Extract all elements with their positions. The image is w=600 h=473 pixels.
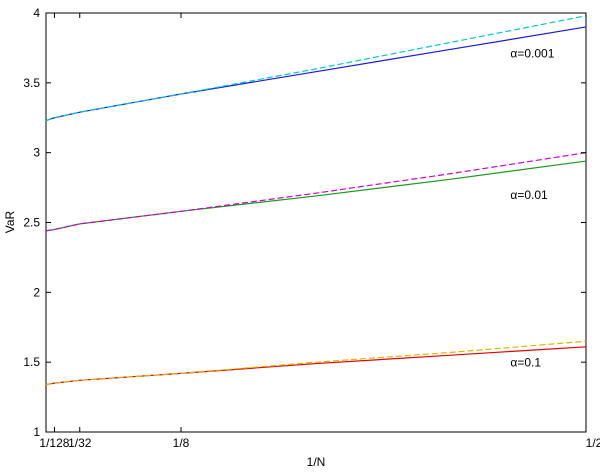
x-tick-label-1: 1/128 xyxy=(39,436,69,450)
plot-area xyxy=(45,12,587,433)
y-tick-label-5: 3 xyxy=(33,146,40,160)
annotation-1: α=0.001 xyxy=(510,47,554,61)
annotation-2: α=0.01 xyxy=(510,188,548,202)
series-layer xyxy=(45,15,587,386)
y-tick-label-4: 2.5 xyxy=(23,216,40,230)
y-axis-label: VaR xyxy=(3,210,17,233)
y-tick-label-2: 1.5 xyxy=(23,355,40,369)
x-tick-label-2: 1/32 xyxy=(68,436,92,450)
series-line-2 xyxy=(45,15,587,122)
annotation-3: α=0.1 xyxy=(510,355,541,369)
x-axis-label: 1/N xyxy=(307,455,326,469)
x-tick-label-3: 1/8 xyxy=(173,436,190,450)
y-tick-label-7: 4 xyxy=(33,6,40,20)
x-tick-label-4: 1/2 xyxy=(586,436,600,450)
y-tick-label-1: 1 xyxy=(33,425,40,439)
y-tick-label-6: 3.5 xyxy=(23,76,40,90)
annotations-layer: α=0.001 α=0.01 α=0.1 xyxy=(510,47,554,370)
series-line-6 xyxy=(45,340,587,386)
series-line-4 xyxy=(45,152,587,232)
y-tick-label-3: 2 xyxy=(33,285,40,299)
